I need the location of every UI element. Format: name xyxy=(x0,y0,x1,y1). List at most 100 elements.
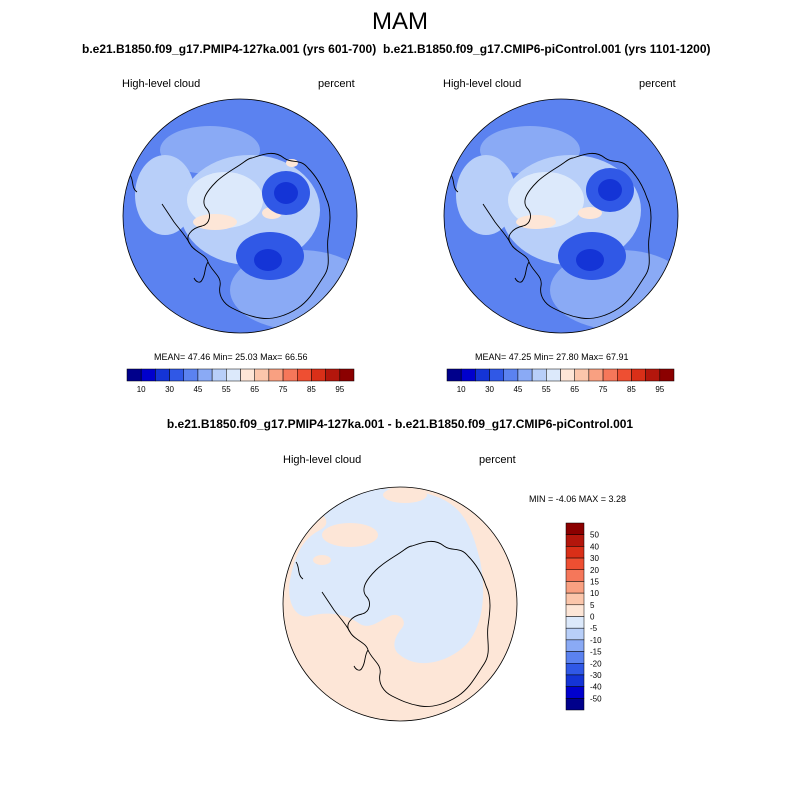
diff-colorbar-tick-label: -40 xyxy=(590,683,602,692)
left-min-label: Min= xyxy=(212,352,233,362)
diff-colorbar-box xyxy=(565,627,585,641)
left-stats: MEAN= 47.46 Min= 25.03 Max= 66.56 xyxy=(154,352,307,362)
left-map xyxy=(122,98,358,334)
diff-colorbar-box xyxy=(565,686,585,699)
right-coastline xyxy=(450,174,459,193)
right-mean-label: MEAN= xyxy=(475,352,507,362)
left-colorbar-box xyxy=(211,368,227,382)
right-colorbar-tick-label: 65 xyxy=(570,385,579,394)
left-colorbar-box xyxy=(282,368,298,382)
right-map-region xyxy=(516,215,556,229)
right-colorbar-box xyxy=(531,368,547,382)
diff-colorbar-tick-label: -5 xyxy=(590,624,598,633)
right-colorbar-box xyxy=(602,368,618,382)
right-colorbar-box xyxy=(645,368,661,382)
diff-colorbar-box xyxy=(565,698,585,711)
left-max-label: Max= xyxy=(260,352,283,362)
right-colorbar-box xyxy=(560,368,575,382)
diff-map xyxy=(282,486,518,722)
left-map-region xyxy=(254,249,282,271)
diff-colorbar-tick-label: -15 xyxy=(590,648,602,657)
right-colorbar-box xyxy=(475,368,490,382)
left-colorbar-tick-label: 75 xyxy=(279,385,288,394)
diff-colorbar-box xyxy=(565,663,585,676)
right-max-value: 67.91 xyxy=(605,352,629,362)
diff-colorbar-tick-label: 5 xyxy=(590,601,595,610)
left-colorbar-tick-label: 10 xyxy=(137,385,146,394)
left-colorbar-box xyxy=(226,368,241,382)
right-colorbar-tick-label: 45 xyxy=(513,385,522,394)
left-colorbar-box xyxy=(311,368,326,382)
diff-colorbar-tick-label: -50 xyxy=(590,694,602,703)
right-colorbar-tick-label: 85 xyxy=(627,385,636,394)
diff-colorbar-box xyxy=(565,604,585,617)
left-map-region xyxy=(274,182,298,204)
right-colorbar-box xyxy=(489,368,504,382)
right-colorbar-box xyxy=(574,368,590,382)
diff-colorbar-box xyxy=(565,557,585,570)
right-min-value: 27.80 xyxy=(556,352,579,362)
diff-colorbar-tick-label: 50 xyxy=(590,531,599,540)
diff-map-region xyxy=(322,523,378,547)
diff-colorbar-box xyxy=(565,569,585,582)
left-colorbar-box xyxy=(268,368,284,382)
right-colorbar-box xyxy=(617,368,632,382)
diff-variable-label: High-level cloud xyxy=(283,454,362,466)
left-map-region xyxy=(193,214,237,230)
diff-colorbar-box xyxy=(565,581,585,594)
left-case-title: b.e21.B1850.f09_g17.PMIP4-127ka.001 (yrs… xyxy=(82,42,377,56)
right-units-label: percent xyxy=(639,78,676,90)
right-colorbar-box xyxy=(460,368,476,382)
right-colorbar: 10 30 45 55 65 75 85 95 xyxy=(446,368,675,394)
right-map-region xyxy=(576,249,604,271)
right-stats: MEAN= 47.25 Min= 27.80 Max= 67.91 xyxy=(475,352,628,362)
left-max-value: 66.56 xyxy=(284,352,308,362)
right-map-region xyxy=(578,207,602,219)
diff-coastline xyxy=(295,561,304,580)
right-min-label: Min= xyxy=(533,352,554,362)
diff-colorbar-tick-label: 20 xyxy=(590,566,599,575)
right-colorbar-box xyxy=(659,368,675,382)
diff-colorbar-tick-label: 15 xyxy=(590,577,599,586)
left-colorbar-box xyxy=(183,368,199,382)
left-colorbar-box xyxy=(254,368,270,382)
left-variable-label: High-level cloud xyxy=(122,78,201,90)
left-colorbar: 10 30 45 55 65 75 85 95 xyxy=(126,368,355,394)
right-map-border xyxy=(443,98,679,334)
diff-units-label: percent xyxy=(479,454,516,466)
diff-colorbar-tick-label: -20 xyxy=(590,659,602,668)
diff-colorbar-box xyxy=(565,674,585,687)
diff-minmax-text: MIN = -4.06 MAX = 3.28 xyxy=(529,494,627,504)
right-colorbar-tick-label: 10 xyxy=(457,385,466,394)
diff-colorbar-box xyxy=(565,616,585,629)
left-map-border xyxy=(122,98,358,334)
left-colorbar-tick-label: 55 xyxy=(222,385,231,394)
left-colorbar-box xyxy=(155,368,170,382)
diff-colorbar-tick-label: -10 xyxy=(590,636,602,645)
right-colorbar-box xyxy=(517,368,533,382)
left-colorbar-box xyxy=(197,368,213,382)
left-colorbar-tick-label: 95 xyxy=(335,385,344,394)
left-min-value: 25.03 xyxy=(235,352,258,362)
left-map-region xyxy=(135,155,195,235)
right-map xyxy=(443,98,679,334)
right-colorbar-tick-label: 75 xyxy=(599,385,608,394)
left-colorbar-box xyxy=(126,368,142,382)
right-colorbar-box xyxy=(546,368,561,382)
diff-colorbar-tick-label: 30 xyxy=(590,554,599,563)
diff-colorbar-tick-label: 0 xyxy=(590,613,595,622)
diff-map-region xyxy=(383,487,427,503)
diff-colorbar-box xyxy=(565,534,585,547)
left-colorbar-box xyxy=(169,368,184,382)
season-title: MAM xyxy=(372,8,428,35)
diff-map-border xyxy=(282,486,518,722)
diff-colorbar-box xyxy=(565,592,585,606)
right-colorbar-box xyxy=(588,368,604,382)
right-variable-label: High-level cloud xyxy=(443,78,522,90)
left-colorbar-tick-label: 85 xyxy=(307,385,316,394)
right-colorbar-tick-label: 95 xyxy=(655,385,664,394)
diff-colorbar-tick-label: 10 xyxy=(590,589,599,598)
right-max-label: Max= xyxy=(581,352,604,362)
